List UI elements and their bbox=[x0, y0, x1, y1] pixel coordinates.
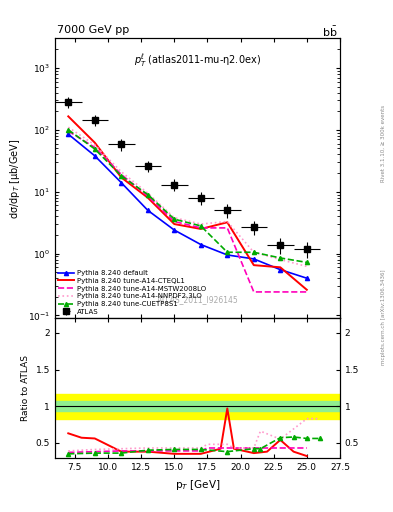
Pythia 8.240 tune-A14-MSTW2008LO bbox=[145, 193, 150, 199]
Pythia 8.240 tune-CUETP8S1 bbox=[145, 191, 150, 198]
Pythia 8.240 tune-A14-CTEQL1 bbox=[252, 262, 256, 268]
Pythia 8.240 tune-A14-CTEQL1 bbox=[145, 195, 150, 201]
Pythia 8.240 default bbox=[145, 207, 150, 214]
Pythia 8.240 tune-A14-CTEQL1 bbox=[172, 221, 176, 227]
Pythia 8.240 tune-A14-CTEQL1 bbox=[119, 175, 124, 181]
Pythia 8.240 default bbox=[66, 131, 71, 137]
Pythia 8.240 tune-CUETP8S1 bbox=[198, 223, 203, 229]
Pythia 8.240 tune-A14-NNPDF2.3LO bbox=[198, 221, 203, 227]
Pythia 8.240 tune-CUETP8S1 bbox=[225, 249, 230, 255]
Pythia 8.240 tune-A14-MSTW2008LO bbox=[172, 219, 176, 225]
Pythia 8.240 default bbox=[278, 267, 283, 273]
Pythia 8.240 tune-A14-NNPDF2.3LO bbox=[92, 142, 97, 148]
Pythia 8.240 tune-CUETP8S1 bbox=[252, 249, 256, 255]
Pythia 8.240 tune-A14-MSTW2008LO bbox=[198, 225, 203, 231]
Line: Pythia 8.240 tune-A14-CTEQL1: Pythia 8.240 tune-A14-CTEQL1 bbox=[68, 116, 307, 290]
Pythia 8.240 default bbox=[92, 153, 97, 159]
Line: Pythia 8.240 tune-CUETP8S1: Pythia 8.240 tune-CUETP8S1 bbox=[66, 127, 309, 265]
Pythia 8.240 default bbox=[305, 275, 309, 281]
Pythia 8.240 tune-A14-NNPDF2.3LO bbox=[145, 190, 150, 196]
Pythia 8.240 tune-CUETP8S1 bbox=[305, 260, 309, 266]
Pythia 8.240 tune-A14-NNPDF2.3LO bbox=[172, 215, 176, 221]
Pythia 8.240 tune-A14-NNPDF2.3LO bbox=[305, 263, 309, 269]
Pythia 8.240 tune-A14-MSTW2008LO bbox=[278, 289, 283, 295]
Pythia 8.240 tune-A14-MSTW2008LO bbox=[225, 225, 230, 231]
Pythia 8.240 tune-A14-MSTW2008LO bbox=[66, 128, 71, 134]
Pythia 8.240 tune-A14-NNPDF2.3LO bbox=[252, 249, 256, 255]
Pythia 8.240 tune-A14-MSTW2008LO bbox=[119, 172, 124, 178]
Pythia 8.240 tune-CUETP8S1 bbox=[119, 173, 124, 179]
Text: ATLAS_2011_I926145: ATLAS_2011_I926145 bbox=[156, 295, 239, 304]
Pythia 8.240 tune-CUETP8S1 bbox=[66, 127, 71, 133]
Pythia 8.240 default bbox=[252, 256, 256, 262]
Text: 7000 GeV pp: 7000 GeV pp bbox=[57, 25, 129, 35]
Pythia 8.240 tune-CUETP8S1 bbox=[92, 146, 97, 152]
Pythia 8.240 tune-A14-CTEQL1 bbox=[225, 219, 230, 225]
Pythia 8.240 default bbox=[198, 242, 203, 248]
Pythia 8.240 tune-A14-CTEQL1 bbox=[92, 140, 97, 146]
Pythia 8.240 default bbox=[225, 252, 230, 258]
Pythia 8.240 tune-A14-CTEQL1 bbox=[305, 287, 309, 293]
Text: mcplots.cern.ch [arXiv:1306.3436]: mcplots.cern.ch [arXiv:1306.3436] bbox=[381, 270, 386, 365]
Pythia 8.240 tune-A14-MSTW2008LO bbox=[305, 289, 309, 295]
X-axis label: p$_{T}$ [GeV]: p$_{T}$ [GeV] bbox=[175, 478, 220, 492]
Line: Pythia 8.240 tune-A14-NNPDF2.3LO: Pythia 8.240 tune-A14-NNPDF2.3LO bbox=[68, 127, 307, 266]
Pythia 8.240 tune-A14-NNPDF2.3LO bbox=[66, 124, 71, 131]
Text: b$\bar{\rm b}$: b$\bar{\rm b}$ bbox=[323, 25, 338, 39]
Pythia 8.240 tune-CUETP8S1 bbox=[278, 255, 283, 261]
Y-axis label: Ratio to ATLAS: Ratio to ATLAS bbox=[21, 355, 30, 421]
Pythia 8.240 tune-A14-MSTW2008LO bbox=[252, 289, 256, 295]
Legend: Pythia 8.240 default, Pythia 8.240 tune-A14-CTEQL1, Pythia 8.240 tune-A14-MSTW20: Pythia 8.240 default, Pythia 8.240 tune-… bbox=[57, 269, 207, 316]
Pythia 8.240 default bbox=[119, 180, 124, 186]
Pythia 8.240 default bbox=[172, 227, 176, 233]
Pythia 8.240 tune-A14-CTEQL1 bbox=[278, 264, 283, 270]
Text: $p^{\ell}_{T}$ (atlas2011-mu-η2.0ex): $p^{\ell}_{T}$ (atlas2011-mu-η2.0ex) bbox=[134, 52, 261, 69]
Bar bbox=[55, 401, 340, 411]
Line: Pythia 8.240 tune-A14-MSTW2008LO: Pythia 8.240 tune-A14-MSTW2008LO bbox=[68, 131, 307, 292]
Line: Pythia 8.240 default: Pythia 8.240 default bbox=[66, 132, 309, 280]
Pythia 8.240 tune-A14-NNPDF2.3LO bbox=[225, 219, 230, 225]
Pythia 8.240 tune-A14-MSTW2008LO bbox=[92, 144, 97, 151]
Pythia 8.240 tune-CUETP8S1 bbox=[172, 216, 176, 222]
Pythia 8.240 tune-A14-CTEQL1 bbox=[66, 113, 71, 119]
Pythia 8.240 tune-A14-NNPDF2.3LO bbox=[278, 257, 283, 263]
Pythia 8.240 tune-A14-NNPDF2.3LO bbox=[119, 168, 124, 175]
Text: Rivet 3.1.10, ≥ 300k events: Rivet 3.1.10, ≥ 300k events bbox=[381, 105, 386, 182]
Bar bbox=[55, 394, 340, 419]
Y-axis label: dσ/dp$_{T}$ [μb/GeV]: dσ/dp$_{T}$ [μb/GeV] bbox=[8, 138, 22, 219]
Pythia 8.240 tune-A14-CTEQL1 bbox=[198, 226, 203, 232]
